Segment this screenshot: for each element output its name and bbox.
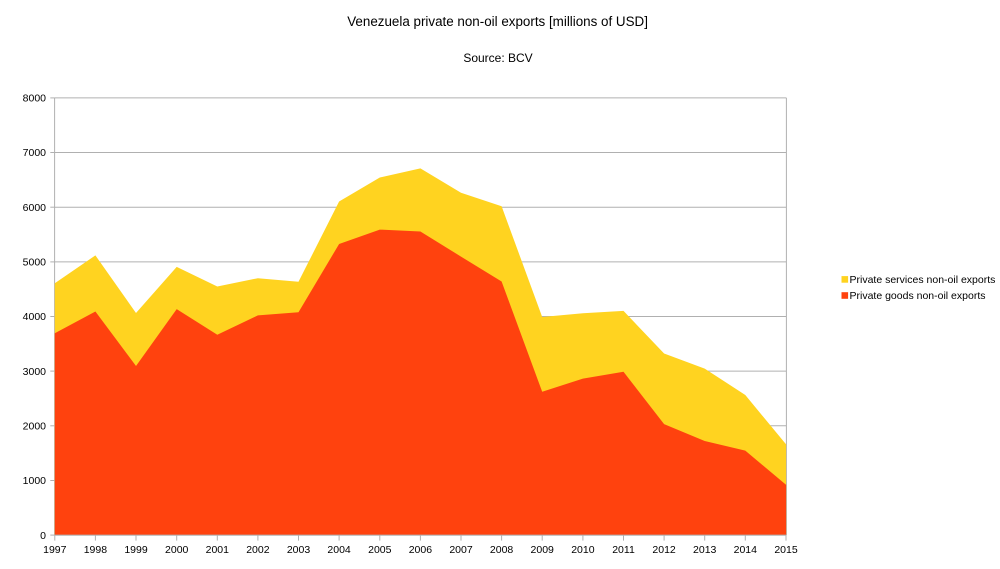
svg-text:2005: 2005 [368,544,392,556]
svg-text:1000: 1000 [23,475,47,487]
svg-text:2014: 2014 [734,544,758,556]
svg-text:1997: 1997 [43,544,67,556]
svg-text:4000: 4000 [23,311,47,323]
svg-text:6000: 6000 [23,202,47,214]
svg-text:2015: 2015 [774,544,798,556]
svg-text:Venezuela private non-oil expo: Venezuela private non-oil exports [milli… [347,14,648,29]
svg-text:2011: 2011 [612,544,635,556]
svg-text:0: 0 [40,530,46,542]
svg-text:7000: 7000 [23,147,47,159]
svg-text:2004: 2004 [327,544,351,556]
svg-text:1999: 1999 [124,544,148,556]
svg-text:2006: 2006 [409,544,433,556]
svg-text:1998: 1998 [84,544,108,556]
svg-text:2008: 2008 [490,544,514,556]
svg-text:8000: 8000 [23,93,47,105]
svg-text:2003: 2003 [287,544,311,556]
svg-text:2000: 2000 [165,544,189,556]
svg-text:2010: 2010 [571,544,595,556]
svg-text:5000: 5000 [23,257,47,269]
svg-text:2009: 2009 [531,544,555,556]
svg-text:3000: 3000 [23,366,47,378]
svg-text:2012: 2012 [652,544,676,556]
svg-text:Source: BCV: Source: BCV [463,51,532,65]
svg-text:2002: 2002 [246,544,270,556]
svg-text:2001: 2001 [206,544,230,556]
svg-text:Private services non-oil expor: Private services non-oil exports [850,274,996,286]
svg-text:Private goods non-oil exports: Private goods non-oil exports [850,290,986,302]
svg-text:2000: 2000 [23,421,47,433]
svg-text:2007: 2007 [449,544,473,556]
svg-text:2013: 2013 [693,544,717,556]
